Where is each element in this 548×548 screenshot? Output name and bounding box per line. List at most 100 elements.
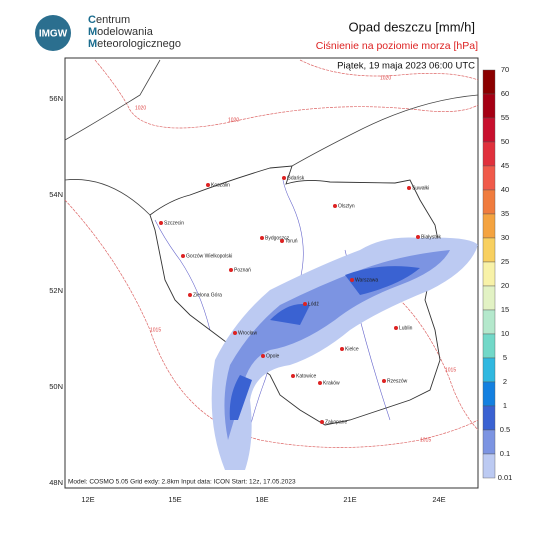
colorbar-segment	[482, 405, 496, 431]
colorbar-segment	[482, 261, 496, 287]
footer-bg	[66, 476, 336, 487]
colorbar-label: 35	[501, 209, 509, 218]
city-label: Łódź	[308, 301, 319, 307]
lon-label: 24E	[432, 495, 445, 504]
colorbar-segment	[482, 141, 496, 167]
colorbar-segment	[482, 93, 496, 119]
city-label: Zielona Góra	[193, 292, 222, 298]
city-dot	[333, 204, 337, 208]
city-label: Rzeszów	[387, 378, 408, 384]
city-dot	[320, 420, 324, 424]
colorbar-segment	[482, 165, 496, 191]
city-dot	[181, 254, 185, 258]
colorbar-segment	[482, 333, 496, 359]
colorbar-segment	[482, 69, 496, 95]
lon-label: 12E	[81, 495, 94, 504]
city-label: Białystok	[421, 234, 442, 240]
colorbar-label: 25	[501, 257, 509, 266]
city-dot	[280, 239, 284, 243]
city-dot	[229, 268, 233, 272]
isobar-label: 1020	[135, 105, 146, 111]
colorbar-segment	[482, 285, 496, 311]
colorbar-label: 2	[503, 377, 507, 386]
city-dot	[416, 235, 420, 239]
isobars	[64, 59, 479, 448]
lat-label: 50N	[49, 382, 63, 391]
lon-label: 18E	[255, 495, 268, 504]
footer: Model: COSMO 5.05 Grid exdy: 2.8km Input…	[68, 479, 296, 486]
city-dot	[291, 374, 295, 378]
colorbar-label: 10	[501, 329, 509, 338]
city-label: Bydgoszcz	[265, 235, 290, 241]
city-dot	[233, 331, 237, 335]
colorbar-label: 60	[501, 89, 509, 98]
colorbar-segment	[482, 189, 496, 215]
city-label: Lublin	[399, 325, 413, 331]
isobar-label: 1020	[228, 117, 239, 123]
city-label: Kielce	[345, 346, 359, 352]
lat-label: 52N	[49, 286, 63, 295]
colorbar-label: 0.5	[500, 425, 510, 434]
subtitle: Ciśnienie na poziomie morza [hPa]	[316, 40, 478, 52]
city-label: Gdańsk	[287, 175, 305, 181]
precipitation	[211, 237, 478, 470]
city-dot	[261, 354, 265, 358]
city-dot	[382, 379, 386, 383]
city-dot	[340, 347, 344, 351]
city-label: Szczecin	[164, 220, 184, 226]
city-label: Warszawa	[355, 277, 378, 283]
city-dot	[407, 186, 411, 190]
city-label: Opole	[266, 353, 280, 359]
logo-text: IMGW	[39, 29, 68, 40]
city-dot	[260, 236, 264, 240]
isobar-label: 1020	[380, 75, 391, 81]
colorbar-label: 45	[501, 161, 509, 170]
colorbar-segment	[482, 309, 496, 335]
city-label: Poznań	[234, 267, 251, 273]
isobar-label: 1015	[420, 437, 431, 443]
colorbar-label: 5	[503, 353, 507, 362]
colorbar-label: 20	[501, 281, 509, 290]
city-dot	[282, 176, 286, 180]
colorbar-segment	[482, 237, 496, 263]
colorbar-segment	[482, 117, 496, 143]
city-label: Koszalin	[211, 182, 230, 188]
city-dot	[350, 278, 354, 282]
city-dot	[394, 326, 398, 330]
lat-label: 48N	[49, 478, 63, 487]
colorbar-label: 30	[501, 233, 509, 242]
city-label: Zakopane	[325, 419, 347, 425]
title: Opad deszczu [mm/h]	[349, 19, 475, 34]
org-line: Meteorologicznego	[88, 38, 181, 50]
org-line: Modelowania	[88, 26, 153, 38]
city-label: Toruń	[285, 238, 298, 244]
colorbar-segment	[482, 429, 496, 455]
colorbar-segment	[482, 357, 496, 383]
isobar-label: 1015	[150, 327, 161, 333]
lon-label: 15E	[168, 495, 181, 504]
logo	[35, 15, 71, 51]
colorbar-label: 1	[503, 401, 507, 410]
city-dot	[188, 293, 192, 297]
valid-time: Piątek, 19 maja 2023 06:00 UTC	[337, 61, 475, 72]
city-dot	[206, 183, 210, 187]
city-dot	[318, 381, 322, 385]
colorbar-label: 0.1	[500, 449, 510, 458]
border	[149, 165, 441, 426]
colorbar-label: 55	[501, 113, 509, 122]
city-label: Gorzów Wielkopolski	[186, 253, 232, 259]
lat-label: 54N	[49, 190, 63, 199]
colorbar-label: 50	[501, 137, 509, 146]
city-label: Suwałki	[412, 185, 429, 191]
city-label: Wrocław	[238, 330, 257, 336]
colorbar-label: 15	[501, 305, 509, 314]
colorbar-segment	[482, 213, 496, 239]
city-label: Katowice	[296, 373, 317, 379]
org-line: Centrum	[88, 14, 131, 26]
city-dot	[303, 302, 307, 306]
colorbar-label: 40	[501, 185, 509, 194]
colorbar-segment	[482, 381, 496, 407]
lat-label: 56N	[49, 94, 63, 103]
city-dot	[159, 221, 163, 225]
